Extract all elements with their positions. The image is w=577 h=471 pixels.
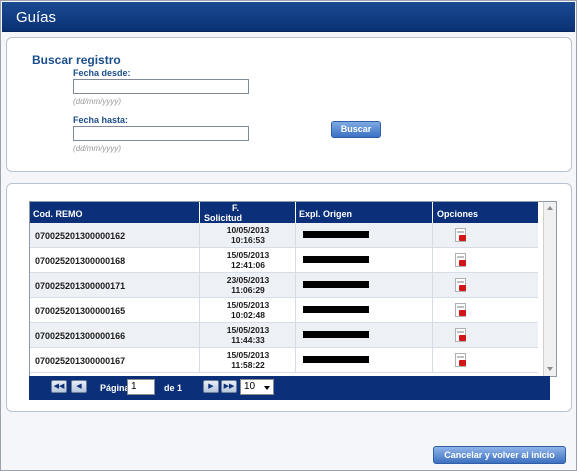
results-grid: Cod. REMO F. Solicitud Expl. Origen Opci… xyxy=(29,201,557,377)
column-header-origin-label: Expl. Origen xyxy=(299,209,353,219)
grid-scrollbar[interactable] xyxy=(543,202,556,376)
row-date-time: 12:41:06 xyxy=(230,260,266,270)
column-header-date-label-1: F. xyxy=(232,203,240,213)
last-page-icon: ▶▶ xyxy=(223,383,235,390)
prev-page-button[interactable]: ◀ xyxy=(71,380,87,393)
column-header-code-label: Cod. REMO xyxy=(33,209,83,219)
to-date-input[interactable] xyxy=(73,126,249,141)
page-number-input[interactable]: 1 xyxy=(127,379,155,395)
row-date: 15/05/2013 10:02:48 xyxy=(200,300,296,320)
next-page-icon: ▶ xyxy=(208,383,214,390)
row-code: 070025201300000171 xyxy=(35,281,126,291)
prev-page-icon: ◀ xyxy=(76,383,82,390)
grid-header: Cod. REMO F. Solicitud Expl. Origen Opci… xyxy=(30,202,538,223)
pdf-icon[interactable] xyxy=(455,328,466,342)
page-size-value: 10 xyxy=(244,381,256,392)
row-date-time: 11:06:29 xyxy=(231,285,265,295)
row-code: 070025201300000166 xyxy=(35,331,126,341)
column-header-options: Opciones xyxy=(433,202,538,223)
table-row[interactable]: 070025201300000162 10/05/2013 10:16:53 xyxy=(30,223,538,248)
pdf-icon[interactable] xyxy=(455,228,466,242)
row-date-day: 15/05/2013 xyxy=(226,300,270,310)
table-row[interactable]: 070025201300000166 15/05/2013 11:44:33 xyxy=(30,323,538,348)
page-count-label: de 1 xyxy=(164,383,183,393)
first-page-icon: ◀◀ xyxy=(53,383,65,390)
last-page-button[interactable]: ▶▶ xyxy=(221,380,237,393)
next-page-button[interactable]: ▶ xyxy=(203,380,219,393)
redacted-origin xyxy=(303,306,369,313)
table-row[interactable]: 070025201300000168 15/05/2013 12:41:06 xyxy=(30,248,538,273)
row-date: 15/05/2013 11:44:33 xyxy=(200,325,296,345)
row-code: 070025201300000167 xyxy=(35,356,126,366)
page-label: Página xyxy=(100,383,130,393)
table-row[interactable]: 070025201300000171 23/05/2013 11:06:29 xyxy=(30,273,538,298)
row-date-day: 23/05/2013 xyxy=(226,275,270,285)
search-panel: Buscar registro Fecha desde: (dd/mm/yyyy… xyxy=(6,37,572,172)
row-date-time: 10:16:53 xyxy=(230,235,266,245)
chevron-down-icon xyxy=(264,386,270,390)
row-date-day: 15/05/2013 xyxy=(226,350,270,360)
pdf-icon[interactable] xyxy=(455,278,466,292)
from-date-hint: (dd/mm/yyyy) xyxy=(73,97,121,106)
redacted-origin xyxy=(303,256,369,263)
row-date: 15/05/2013 12:41:06 xyxy=(200,250,296,270)
column-header-date-label-2: Solicitud xyxy=(204,213,242,223)
row-date-day: 10/05/2013 xyxy=(226,225,270,235)
row-date-day: 15/05/2013 xyxy=(226,250,270,260)
grid-rows: 070025201300000162 10/05/2013 10:16:53 07… xyxy=(30,223,538,373)
redacted-origin xyxy=(303,281,369,288)
scroll-up-icon[interactable] xyxy=(547,206,553,210)
row-date: 23/05/2013 11:06:29 xyxy=(200,275,296,295)
to-date-label: Fecha hasta: xyxy=(73,115,129,125)
search-heading: Buscar registro xyxy=(32,53,121,67)
scroll-down-icon[interactable] xyxy=(547,367,553,371)
redacted-origin xyxy=(303,331,369,338)
row-date-day: 15/05/2013 xyxy=(226,325,270,335)
column-header-origin[interactable]: Expl. Origen xyxy=(296,202,433,223)
pdf-icon[interactable] xyxy=(455,303,466,317)
row-date-time: 10:02:48 xyxy=(230,310,266,320)
row-date: 10/05/2013 10:16:53 xyxy=(200,225,296,245)
redacted-origin xyxy=(303,356,369,363)
table-row[interactable]: 070025201300000165 15/05/2013 10:02:48 xyxy=(30,298,538,323)
title-bar: Guías xyxy=(2,2,575,32)
cancel-return-button[interactable]: Cancelar y volver al inicio xyxy=(433,446,566,464)
pager: ◀◀ ◀ Página 1 de 1 ▶ ▶▶ 10 xyxy=(29,376,550,400)
column-header-options-label: Opciones xyxy=(437,209,479,219)
column-header-date[interactable]: F. Solicitud xyxy=(200,202,296,223)
redacted-origin xyxy=(303,231,369,238)
results-panel: Cod. REMO F. Solicitud Expl. Origen Opci… xyxy=(6,183,572,412)
search-button[interactable]: Buscar xyxy=(331,121,381,138)
row-code: 070025201300000162 xyxy=(35,231,126,241)
first-page-button[interactable]: ◀◀ xyxy=(51,380,67,393)
row-code: 070025201300000165 xyxy=(35,306,126,316)
page-size-select[interactable]: 10 xyxy=(240,379,274,395)
column-header-code[interactable]: Cod. REMO xyxy=(30,202,200,223)
row-date: 15/05/2013 11:58:22 xyxy=(200,350,296,370)
table-row[interactable]: 070025201300000167 15/05/2013 11:58:22 xyxy=(30,348,538,373)
from-date-label: Fecha desde: xyxy=(73,68,131,78)
pdf-icon[interactable] xyxy=(455,253,466,267)
row-code: 070025201300000168 xyxy=(35,256,126,266)
row-date-time: 11:58:22 xyxy=(231,360,265,370)
window-title: Guías xyxy=(16,9,57,26)
to-date-hint: (dd/mm/yyyy) xyxy=(73,144,121,153)
row-date-time: 11:44:33 xyxy=(231,335,265,345)
pdf-icon[interactable] xyxy=(455,353,466,367)
from-date-input[interactable] xyxy=(73,79,249,94)
